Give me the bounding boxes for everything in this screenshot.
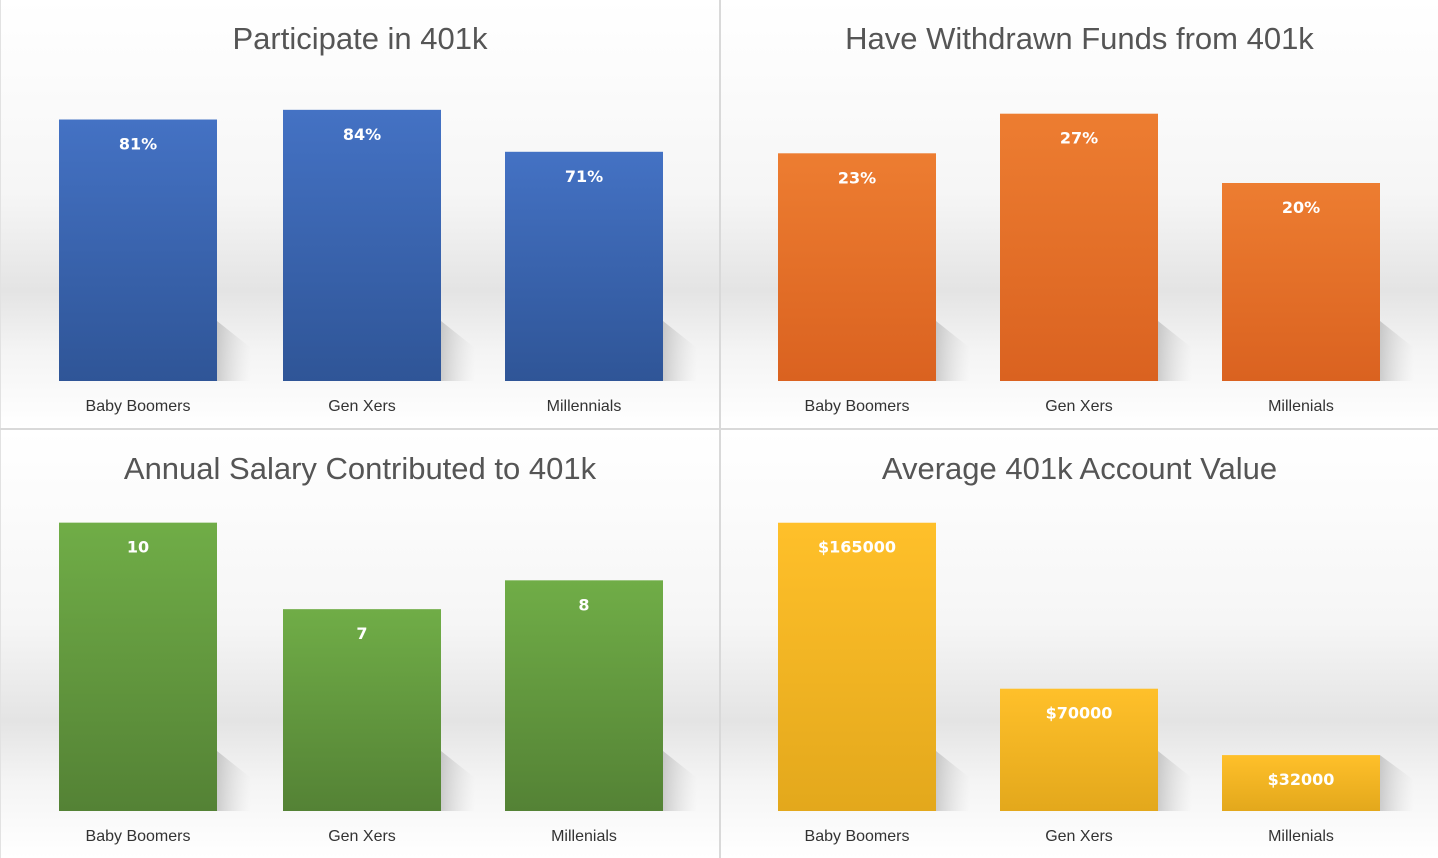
bar-baby-boomers: [59, 119, 217, 382]
bar-shadow-gen-xers: [441, 751, 475, 811]
bar-millenials: [1222, 183, 1380, 381]
bar-baby-boomers: [778, 153, 936, 381]
bar-gen-xers: [1000, 688, 1158, 811]
bar-shadow-baby-boomers: [217, 321, 251, 381]
chart-panel-1: Participate in 401k 81% Baby Boomers 84% Gen…: [1, 0, 719, 428]
chart-title: Have Withdrawn Funds from 401k: [845, 21, 1314, 56]
category-label-millenials: Millenials: [551, 828, 617, 845]
category-label-millenials: Millenials: [1268, 828, 1334, 845]
chart-title: Average 401k Account Value: [882, 451, 1277, 486]
bar-gen-xers: [283, 609, 441, 811]
data-label-baby-boomers: $165000: [818, 538, 896, 557]
bar-shadow-baby-boomers: [936, 321, 970, 381]
bar-shadow-millenials: [1380, 321, 1414, 381]
data-label-millenials: $32000: [1268, 770, 1335, 789]
data-label-millenials: 20%: [1282, 198, 1320, 217]
bar-baby-boomers: [778, 522, 936, 811]
bar-baby-boomers: [59, 522, 217, 811]
bar-chart-1: Participate in 401k 81% Baby Boomers 84% Gen…: [59, 21, 697, 415]
chart-panel-4: Average 401k Account Value $165000 Baby Bo…: [721, 430, 1438, 858]
bar-gen-xers: [1000, 113, 1158, 381]
bar-millenials: [1222, 755, 1380, 811]
category-label-gen-xers: Gen Xers: [1045, 398, 1113, 415]
chart-title: Participate in 401k: [232, 21, 488, 56]
bar-millenials: [505, 580, 663, 811]
category-label-baby-boomers: Baby Boomers: [805, 828, 910, 845]
category-label-millenials: Millenials: [1268, 398, 1334, 415]
category-label-baby-boomers: Baby Boomers: [805, 398, 910, 415]
bar-shadow-millenials: [1380, 755, 1414, 811]
chart-panel-2: Have Withdrawn Funds from 401k 23% Baby Bo…: [721, 0, 1438, 428]
category-label-baby-boomers: Baby Boomers: [86, 398, 191, 415]
data-label-baby-boomers: 23%: [838, 168, 876, 187]
chart-title: Annual Salary Contributed to 401k: [124, 451, 597, 486]
category-label-baby-boomers: Baby Boomers: [86, 828, 191, 845]
bar-chart-3: Annual Salary Contributed to 401k 10 Baby …: [59, 451, 697, 845]
data-label-millenials: 8: [578, 595, 589, 614]
bar-shadow-millenials: [663, 751, 697, 811]
data-label-gen-xers: 7: [356, 624, 367, 643]
horizontal-divider: [0, 428, 1438, 430]
bar-shadow-gen-xers: [1158, 321, 1192, 381]
category-label-gen-xers: Gen Xers: [328, 828, 396, 845]
data-label-baby-boomers: 10: [127, 538, 149, 557]
data-label-millennials: 71%: [565, 167, 603, 186]
data-label-gen-xers: 27%: [1060, 129, 1098, 148]
chart-panel-3: Annual Salary Contributed to 401k 10 Baby …: [1, 430, 719, 858]
data-label-gen-xers: 84%: [343, 125, 381, 144]
bar-chart-2: Have Withdrawn Funds from 401k 23% Baby Bo…: [778, 21, 1414, 415]
category-label-gen-xers: Gen Xers: [328, 398, 396, 415]
bar-gen-xers: [283, 109, 441, 382]
data-label-baby-boomers: 81%: [119, 135, 157, 154]
data-label-gen-xers: $70000: [1046, 704, 1113, 723]
bar-shadow-baby-boomers: [936, 751, 970, 811]
bar-shadow-millennials: [663, 321, 697, 381]
bar-chart-4: Average 401k Account Value $165000 Baby Bo…: [778, 451, 1414, 845]
bar-shadow-baby-boomers: [217, 751, 251, 811]
bar-millennials: [505, 151, 663, 381]
category-label-gen-xers: Gen Xers: [1045, 828, 1113, 845]
bar-shadow-gen-xers: [1158, 751, 1192, 811]
bar-shadow-gen-xers: [441, 321, 475, 381]
category-label-millennials: Millennials: [547, 398, 622, 415]
